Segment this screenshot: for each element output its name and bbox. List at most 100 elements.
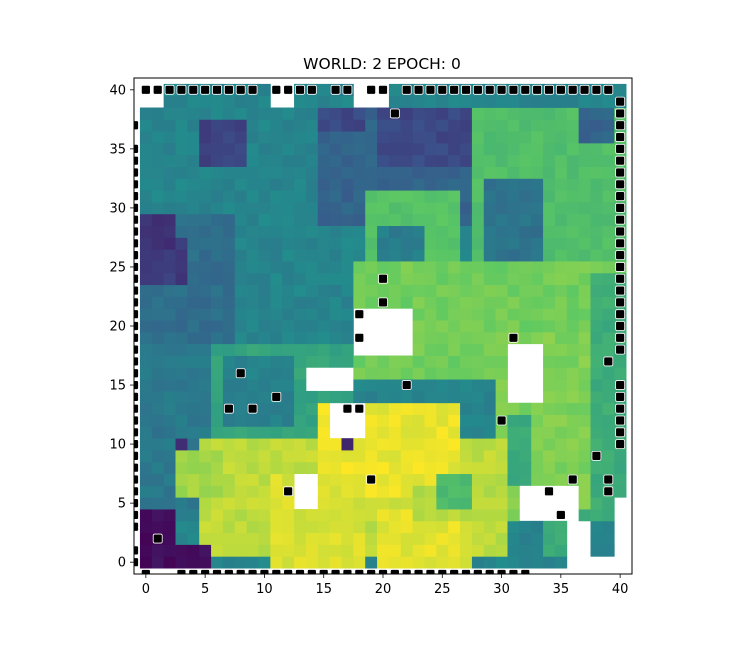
heatmap-cell xyxy=(199,166,212,179)
heatmap-cell xyxy=(578,343,591,356)
heatmap-cell xyxy=(341,308,354,321)
heatmap-cell xyxy=(317,225,331,238)
agent-marker xyxy=(615,226,626,237)
heatmap-cell xyxy=(531,202,544,215)
heatmap-cell xyxy=(353,213,366,227)
heatmap-cell xyxy=(590,237,603,250)
heatmap-cell xyxy=(614,367,627,380)
heatmap-cell xyxy=(495,249,508,262)
heatmap-cell xyxy=(211,367,224,380)
heatmap-cell xyxy=(163,213,176,227)
heatmap-cell xyxy=(175,497,188,510)
heatmap-cell xyxy=(519,450,532,463)
heatmap-cell xyxy=(424,272,437,286)
heatmap-cell xyxy=(365,142,378,156)
heatmap-cell xyxy=(353,544,366,557)
heatmap-cell xyxy=(222,202,236,215)
heatmap-cell xyxy=(282,544,295,557)
heatmap-cell xyxy=(246,438,259,451)
heatmap-cell xyxy=(436,107,449,120)
heatmap-cell xyxy=(199,225,212,238)
heatmap-cell xyxy=(578,461,591,475)
heatmap-cell xyxy=(187,225,200,238)
heatmap-cell xyxy=(234,532,248,545)
heatmap-cell xyxy=(305,284,319,297)
heatmap-cell xyxy=(175,414,188,427)
heatmap-cell xyxy=(388,95,402,108)
heatmap-cell xyxy=(471,473,485,486)
heatmap-cell xyxy=(602,296,615,309)
heatmap-cell xyxy=(448,426,461,439)
heatmap-cell xyxy=(495,320,508,333)
heatmap-cell xyxy=(495,520,508,534)
heatmap-cell xyxy=(519,426,532,439)
agent-marker xyxy=(134,344,139,355)
heatmap-cell xyxy=(211,202,224,215)
heatmap-cell xyxy=(199,142,212,156)
heatmap-cell xyxy=(377,131,390,144)
heatmap-cell xyxy=(187,473,200,486)
heatmap-cell xyxy=(317,450,331,463)
heatmap-cell xyxy=(507,178,520,191)
heatmap-cell xyxy=(566,426,580,439)
heatmap-cell xyxy=(602,509,615,522)
heatmap-cell xyxy=(270,414,283,427)
heatmap-cell xyxy=(460,473,473,486)
heatmap-cell xyxy=(424,390,437,404)
heatmap-cell xyxy=(258,532,271,545)
heatmap-cell xyxy=(282,367,295,380)
heatmap-cell xyxy=(234,272,248,286)
agent-marker xyxy=(134,297,139,308)
heatmap-cell xyxy=(329,390,342,404)
agent-marker xyxy=(223,569,234,574)
heatmap-cell xyxy=(270,402,283,415)
heatmap-cell xyxy=(187,272,200,286)
heatmap-cell xyxy=(507,107,520,120)
heatmap-cell xyxy=(483,343,497,356)
heatmap-cell xyxy=(483,308,497,321)
heatmap-cell xyxy=(495,461,508,475)
heatmap-cell xyxy=(317,95,331,108)
heatmap-cell xyxy=(388,296,402,309)
heatmap-cell xyxy=(519,320,532,333)
agent-marker xyxy=(342,403,353,414)
heatmap-cell xyxy=(270,237,283,250)
heatmap-cell xyxy=(495,296,508,309)
heatmap-cell xyxy=(317,308,331,321)
heatmap-cell xyxy=(471,320,485,333)
heatmap-cell xyxy=(412,225,425,238)
heatmap-cell xyxy=(353,509,366,522)
heatmap-cell xyxy=(329,556,342,569)
heatmap-cell xyxy=(483,520,497,534)
heatmap-cell xyxy=(424,296,437,309)
heatmap-cell xyxy=(341,509,354,522)
heatmap-cell xyxy=(471,390,485,404)
heatmap-cell xyxy=(519,225,532,238)
heatmap-cell xyxy=(282,556,295,569)
heatmap-cell xyxy=(329,438,342,451)
heatmap-cell xyxy=(270,331,283,345)
heatmap-cell xyxy=(270,284,283,297)
heatmap-cell xyxy=(388,213,402,227)
agent-marker xyxy=(378,297,388,308)
heatmap-cell xyxy=(222,438,236,451)
heatmap-cell xyxy=(424,131,437,144)
heatmap-cell xyxy=(329,308,342,321)
heatmap-cell xyxy=(448,556,461,569)
heatmap-cell xyxy=(424,355,437,368)
heatmap-cell xyxy=(163,237,176,250)
heatmap-cell xyxy=(543,213,556,227)
heatmap-cell xyxy=(578,426,591,439)
heatmap-cell xyxy=(258,308,271,321)
heatmap-cell xyxy=(377,532,390,545)
heatmap-cell xyxy=(436,95,449,108)
heatmap-cell xyxy=(187,95,200,108)
heatmap-cell xyxy=(317,343,331,356)
heatmap-cell xyxy=(531,556,544,569)
agent-marker xyxy=(615,96,626,107)
heatmap-cell xyxy=(258,438,271,451)
heatmap-cell xyxy=(412,497,425,510)
heatmap-cell xyxy=(554,450,568,463)
heatmap-cell xyxy=(139,426,153,439)
heatmap-cell xyxy=(246,308,259,321)
